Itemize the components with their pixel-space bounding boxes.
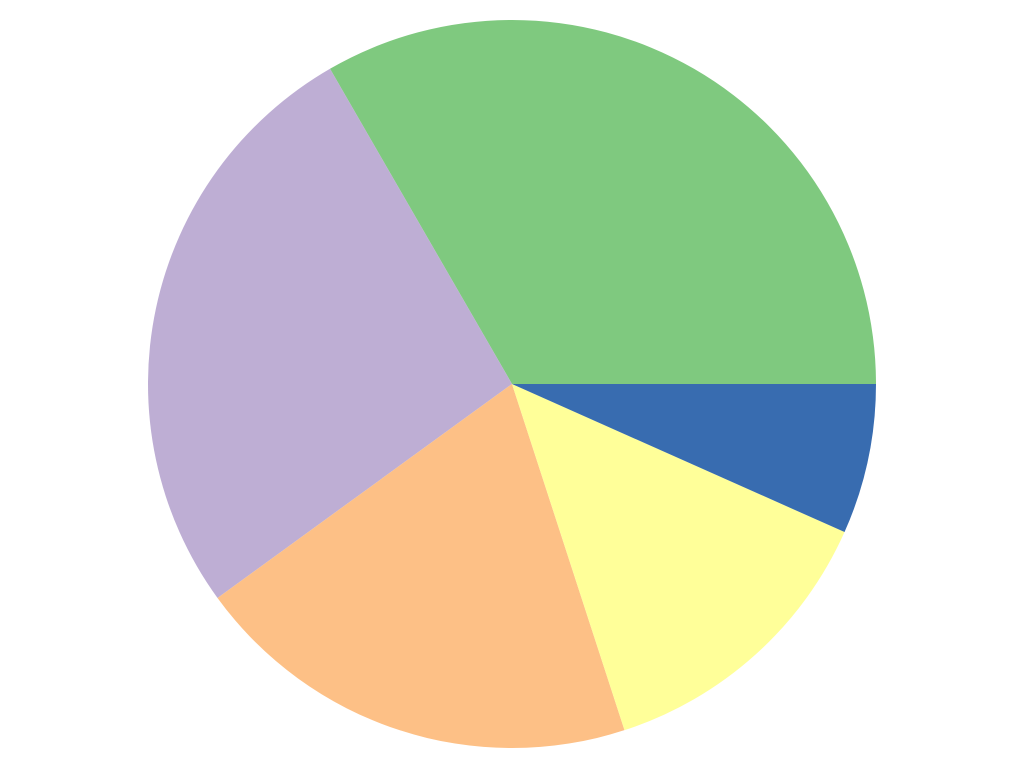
pie-slice-3: [217, 384, 625, 748]
pie-slice-2: [147, 68, 512, 598]
pie-slice-1: [330, 19, 877, 385]
pie-slice-4: [512, 384, 845, 731]
pie-slice-5: [512, 384, 876, 533]
